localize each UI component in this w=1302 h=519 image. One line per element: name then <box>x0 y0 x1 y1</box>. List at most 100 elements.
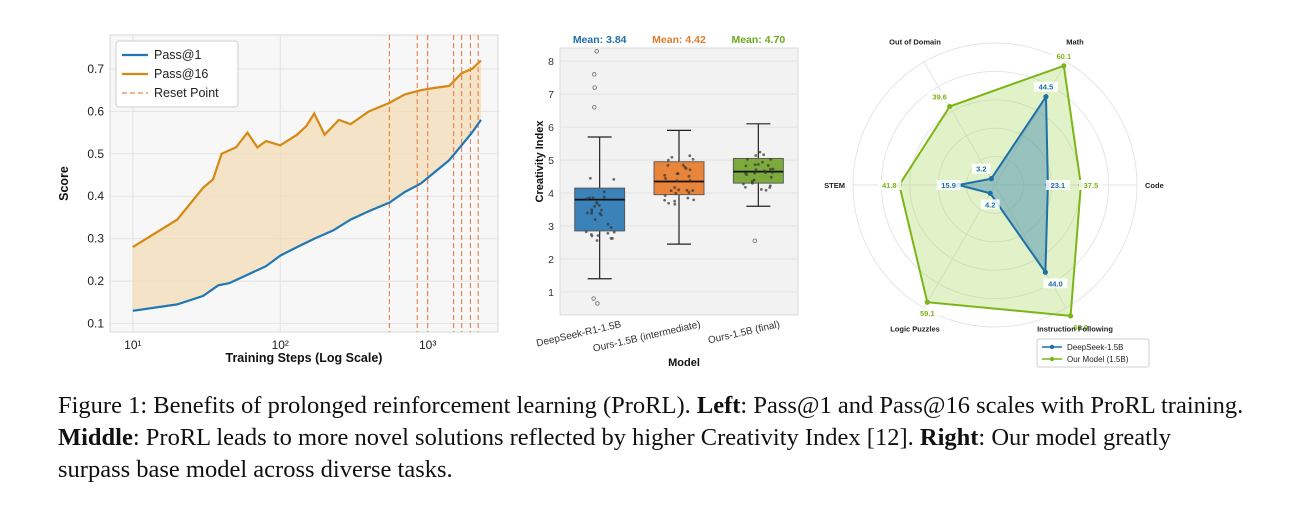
middle-data-point <box>585 211 589 215</box>
middle-outlier <box>595 301 600 306</box>
middle-outlier <box>592 85 597 90</box>
middle-outlier <box>592 72 597 77</box>
middle-data-point <box>585 197 589 201</box>
left-y-axis-label: Score <box>57 166 71 201</box>
middle-box <box>574 187 626 232</box>
middle-data-point <box>768 184 772 188</box>
middle-data-point <box>673 199 677 203</box>
middle-data-point <box>588 176 592 180</box>
right-legend-marker <box>1049 344 1055 350</box>
middle-data-point <box>769 167 772 171</box>
middle-data-point <box>663 194 667 198</box>
middle-data-point <box>754 168 758 172</box>
middle-data-point <box>602 195 606 199</box>
middle-data-point <box>691 189 695 192</box>
right-value-label-bg <box>1043 278 1068 289</box>
middle-data-point <box>673 186 677 189</box>
middle-data-point <box>666 163 670 167</box>
middle-data-point <box>591 196 595 200</box>
middle-outlier <box>591 296 596 301</box>
right-series-point <box>947 103 953 110</box>
right-axis-label: Instruction Following <box>1037 325 1113 334</box>
right-legend-marker <box>1049 356 1055 362</box>
middle-y-tick-label: 2 <box>548 254 554 266</box>
right-value-label: 39.6 <box>932 92 947 101</box>
middle-y-tick-label: 5 <box>548 155 554 167</box>
middle-data-point <box>599 213 603 217</box>
middle-data-point <box>588 196 591 200</box>
middle-x-axis-label: Model <box>668 357 700 369</box>
left-legend: Pass@1 Pass@16 Reset Point <box>115 40 239 108</box>
middle-data-point <box>687 174 691 178</box>
right-legend: DeepSeek-1.5B Our Model (1.5B) <box>1036 338 1150 368</box>
middle-data-point <box>753 171 757 175</box>
middle-data-point <box>763 169 766 173</box>
right-value-label-bg <box>927 91 952 102</box>
middle-data-point <box>688 168 692 172</box>
middle-data-point <box>595 201 599 204</box>
right-value-label: 4.2 <box>985 200 995 209</box>
right-value-label: 59.1 <box>920 309 935 318</box>
middle-data-point <box>761 160 764 164</box>
middle-mean-label: Mean: 4.70 <box>731 34 785 46</box>
middle-data-point <box>667 201 671 205</box>
middle-y-tick-label: 3 <box>548 221 554 233</box>
middle-y-tick-label: 7 <box>548 89 554 101</box>
right-axis-label: STEM <box>824 181 845 190</box>
right-legend-label: Our Model (1.5B) <box>1067 355 1129 364</box>
right-value-label: 66.0 <box>1073 323 1088 332</box>
right-legend-box <box>1036 338 1150 368</box>
middle-data-point <box>595 239 599 242</box>
left-legend-label: Reset Point <box>154 86 219 100</box>
middle-data-point <box>612 230 616 234</box>
middle-data-point <box>686 196 690 200</box>
figure: 0.1 0.2 0.3 0.4 0.5 0.6 0.7 10¹ 10² 10³ Pass@1 Pass… <box>57 34 1164 369</box>
middle-data-point <box>771 167 775 171</box>
middle-data-point <box>741 182 745 186</box>
right-value-label: 44.0 <box>1048 279 1063 288</box>
left-y-tick-label: 0.7 <box>87 62 104 76</box>
left-y-tick-label: 0.1 <box>87 317 104 331</box>
middle-data-point <box>666 158 670 162</box>
caption-right-text: : Our model greatly surpass base model a… <box>58 424 1171 483</box>
right-value-label: 44.5 <box>1039 83 1054 92</box>
middle-data-point <box>766 164 770 167</box>
middle-data-point <box>674 191 678 195</box>
middle-data-point <box>756 162 760 166</box>
right-series-point <box>988 176 994 182</box>
middle-y-tick-label: 1 <box>548 287 554 299</box>
middle-outlier <box>592 105 597 110</box>
middle-data-point <box>611 236 614 240</box>
middle-data-point <box>673 202 677 206</box>
right-value-label: 3.2 <box>976 165 986 174</box>
right-value-label: 15.9 <box>941 181 956 190</box>
middle-data-point <box>664 177 667 180</box>
caption-middle-label: Middle <box>58 424 133 451</box>
middle-y-tick-label: 6 <box>548 122 554 134</box>
middle-data-point <box>691 157 695 161</box>
right-value-label-bg <box>1033 81 1058 92</box>
figure-caption: Figure 1: Benefits of prolonged reinforc… <box>58 390 1248 486</box>
caption-left-text: : Pass@1 and Pass@16 scales with ProRL t… <box>740 392 1244 419</box>
right-value-label-bg <box>1051 50 1076 61</box>
middle-mean-label: Mean: 4.42 <box>652 34 706 46</box>
left-series-line <box>132 59 482 249</box>
right-legend-label: DeepSeek-1.5B <box>1067 343 1123 352</box>
right-series-point <box>924 299 930 305</box>
middle-data-point <box>758 150 762 154</box>
middle-data-point <box>675 179 679 183</box>
left-y-tick-label: 0.2 <box>87 274 104 288</box>
right-value-label: 37.5 <box>1084 181 1099 190</box>
middle-data-point <box>677 188 681 192</box>
middle-data-point <box>687 191 691 194</box>
right-value-label-bg <box>877 180 902 190</box>
right-value-label: 41.8 <box>882 181 897 190</box>
middle-data-point <box>683 165 687 169</box>
middle-data-point <box>606 222 610 226</box>
right-value-label: 60.1 <box>1057 52 1072 61</box>
left-fill-between <box>132 60 482 311</box>
right-series-point <box>1043 94 1049 100</box>
right-series-point <box>987 190 993 196</box>
caption-left-label: Left <box>696 392 741 419</box>
